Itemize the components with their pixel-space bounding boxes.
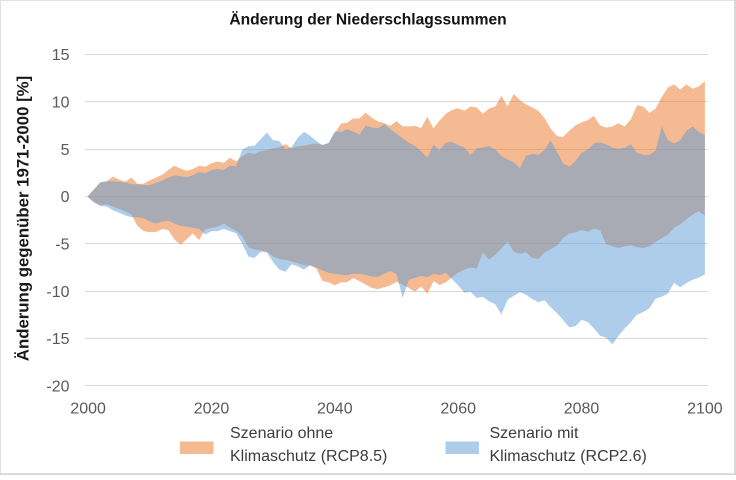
svg-text:2060: 2060 — [440, 401, 476, 418]
svg-text:10: 10 — [52, 95, 70, 112]
svg-text:-5: -5 — [55, 237, 69, 254]
svg-text:Änderung der Niederschlagssumm: Änderung der Niederschlagssummen — [229, 11, 506, 29]
svg-text:0: 0 — [61, 189, 70, 206]
svg-text:2080: 2080 — [564, 401, 600, 418]
svg-text:5: 5 — [61, 142, 70, 159]
svg-text:Szenario mit: Szenario mit — [490, 425, 579, 442]
svg-text:2040: 2040 — [317, 401, 353, 418]
svg-text:Änderung gegenüber 1971-2000 [: Änderung gegenüber 1971-2000 [%] — [14, 76, 33, 361]
svg-text:15: 15 — [52, 47, 70, 64]
svg-text:-20: -20 — [46, 379, 69, 396]
svg-text:-10: -10 — [46, 284, 69, 301]
svg-text:2100: 2100 — [687, 401, 723, 418]
svg-text:Klimaschutz (RCP8.5): Klimaschutz (RCP8.5) — [230, 448, 387, 465]
svg-text:Klimaschutz (RCP2.6): Klimaschutz (RCP2.6) — [490, 448, 647, 465]
svg-text:Szenario ohne: Szenario ohne — [230, 425, 333, 442]
svg-text:2020: 2020 — [194, 401, 230, 418]
svg-text:-15: -15 — [46, 331, 69, 348]
svg-text:2000: 2000 — [70, 401, 106, 418]
